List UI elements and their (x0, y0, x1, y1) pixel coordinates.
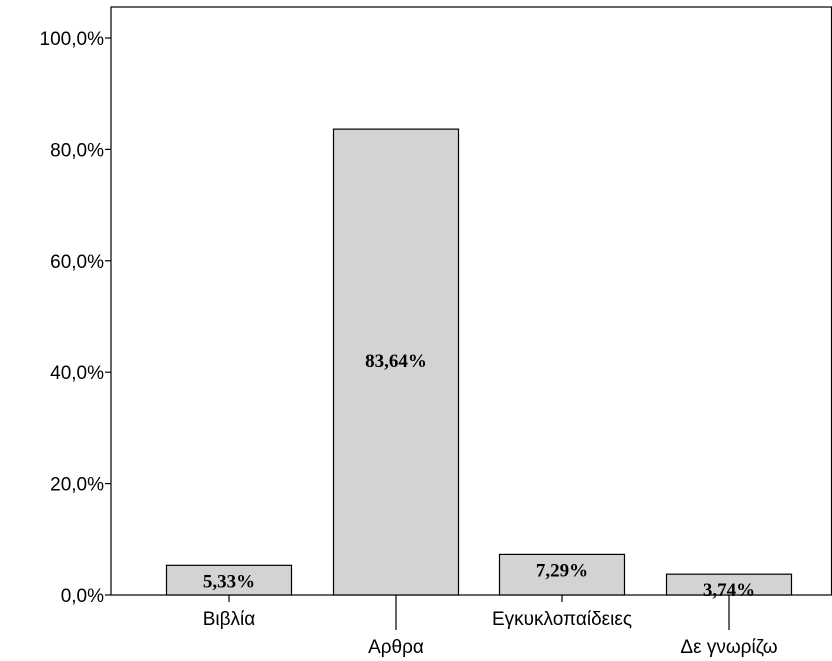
data-label: 5,33% (203, 571, 255, 592)
plot-area: 5,33% 83,64% 7,29% 3,74% (110, 6, 832, 601)
plot-frame (110, 6, 832, 596)
bar (332, 128, 460, 596)
y-axis: 0,0% 20,0% 40,0% 60,0% 80,0% 100,0% (40, 29, 111, 607)
y-tick-label: 20,0% (50, 475, 104, 496)
y-tick-label: 40,0% (50, 363, 104, 384)
data-label: 3,74% (703, 580, 755, 601)
bar (498, 553, 626, 596)
category-label: Αρθρα (368, 637, 424, 658)
data-label: 7,29% (536, 560, 588, 581)
bar (165, 564, 293, 596)
x-axis: Βιβλία Αρθρα Εγκυκλοπαίδειες Δε γνωρίζω (203, 595, 778, 658)
y-tick-label: 100,0% (40, 29, 105, 50)
y-tick-label: 60,0% (50, 252, 104, 273)
y-tick-label: 80,0% (50, 140, 104, 161)
category-label: Εγκυκλοπαίδειες (492, 609, 632, 630)
category-label: Βιβλία (203, 609, 256, 630)
data-label: 83,64% (365, 351, 427, 372)
category-label: Δε γνωρίζω (680, 637, 777, 658)
y-tick-label: 0,0% (61, 586, 104, 607)
